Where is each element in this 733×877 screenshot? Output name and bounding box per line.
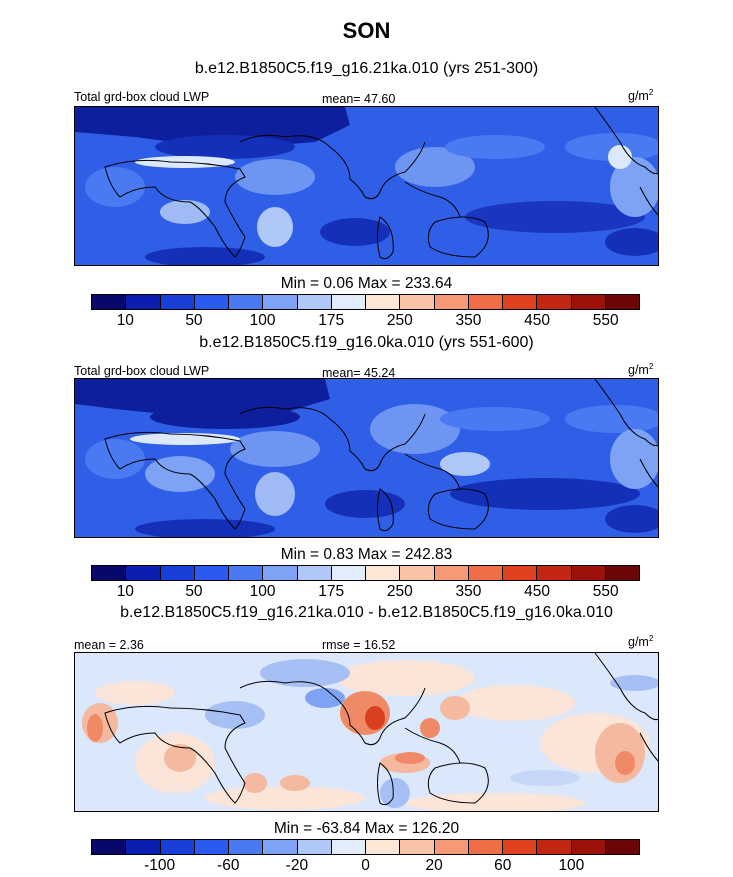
colorbar-tick-label: 10 — [116, 312, 134, 329]
panel3-subtitle: b.e12.B1850C5.f19_g16.21ka.010 - b.e12.B… — [120, 604, 613, 621]
colorbar-swatch — [605, 840, 639, 854]
colorbar-swatch — [434, 840, 469, 854]
colorbar-swatch — [263, 295, 298, 309]
colorbar-tick-label: 250 — [386, 312, 413, 329]
panel3-map — [74, 652, 659, 812]
panel3-units: g/m2 — [628, 634, 654, 650]
colorbar-swatch — [366, 566, 401, 580]
colorbar-swatch — [263, 840, 298, 854]
colorbar-swatch — [160, 295, 195, 309]
colorbar-tick-label: 100 — [558, 857, 585, 874]
colorbar-tick-label: -100 — [144, 857, 176, 874]
colorbar-swatch — [126, 295, 161, 309]
colorbar-swatch — [503, 295, 538, 309]
colorbar-swatch — [194, 295, 229, 309]
colorbar-tick-label: 100 — [249, 583, 276, 600]
colorbar-swatch — [571, 295, 606, 309]
colorbar-swatch — [434, 295, 469, 309]
colorbar-tick-label: 0 — [361, 857, 370, 874]
colorbar-swatch — [92, 840, 127, 854]
colorbar-tick-label: 50 — [185, 583, 203, 600]
colorbar-swatch — [571, 840, 606, 854]
colorbar-swatch — [229, 566, 264, 580]
panel1-units: g/m2 — [628, 88, 654, 104]
colorbar-swatch — [503, 566, 538, 580]
colorbar-swatch — [160, 566, 195, 580]
panel1-minmax: Min = 0.06 Max = 233.64 — [280, 275, 453, 292]
colorbar-tick-label: 250 — [386, 583, 413, 600]
colorbar-tick-label: 100 — [249, 312, 276, 329]
colorbar-tick-label: 350 — [455, 583, 482, 600]
panel1-variable-label: Total grd-box cloud LWP — [74, 90, 210, 104]
colorbar-swatch — [400, 840, 435, 854]
colorbar-swatch — [229, 840, 264, 854]
colorbar-tick-label: 550 — [592, 583, 619, 600]
colorbar-swatch — [297, 295, 332, 309]
colorbar-tick-label: 10 — [116, 583, 134, 600]
figure-title: SON — [342, 18, 391, 43]
colorbar-swatch — [468, 295, 503, 309]
panel2-colorbar — [91, 565, 640, 581]
panel2-variable-label: Total grd-box cloud LWP — [74, 364, 210, 378]
colorbar-swatch — [366, 840, 401, 854]
colorbar-swatch — [537, 566, 572, 580]
colorbar-swatch — [468, 840, 503, 854]
colorbar-tick-label: 175 — [318, 583, 345, 600]
colorbar-swatch — [503, 840, 538, 854]
panel1-colorbar — [91, 294, 640, 310]
colorbar-swatch — [297, 566, 332, 580]
panel2-units: g/m2 — [628, 362, 654, 378]
colorbar-swatch — [571, 566, 606, 580]
colorbar-swatch — [605, 566, 639, 580]
colorbar-swatch — [194, 840, 229, 854]
panel3-minmax: Min = -63.84 Max = 126.20 — [273, 820, 460, 837]
colorbar-tick-label: 450 — [524, 312, 550, 329]
panel1-mean-label: mean= 47.60 — [322, 92, 396, 106]
colorbar-swatch — [263, 566, 298, 580]
colorbar-tick-label: 50 — [185, 312, 203, 329]
panel3-mean-label: mean = 2.36 — [74, 638, 144, 652]
colorbar-swatch — [229, 295, 264, 309]
colorbar-tick-label: 550 — [592, 312, 619, 329]
colorbar-swatch — [468, 566, 503, 580]
colorbar-swatch — [126, 840, 161, 854]
panel1-map — [74, 106, 659, 266]
colorbar-swatch — [297, 840, 332, 854]
colorbar-tick-label: -20 — [285, 857, 309, 874]
panel3-rmse-label: rmse = 16.52 — [322, 638, 396, 652]
colorbar-tick-label: 350 — [455, 312, 482, 329]
colorbar-swatch — [434, 566, 469, 580]
colorbar-tick-label: 20 — [425, 857, 443, 874]
colorbar-swatch — [605, 295, 639, 309]
colorbar-tick-label: 450 — [524, 583, 550, 600]
colorbar-swatch — [194, 566, 229, 580]
colorbar-swatch — [366, 295, 401, 309]
panel1-subtitle: b.e12.B1850C5.f19_g16.21ka.010 (yrs 251-… — [194, 60, 539, 77]
panel3-colorbar — [91, 839, 640, 855]
panel2-subtitle: b.e12.B1850C5.f19_g16.0ka.010 (yrs 551-6… — [199, 334, 534, 351]
panel2-minmax: Min = 0.83 Max = 242.83 — [280, 546, 453, 563]
colorbar-swatch — [331, 840, 366, 854]
colorbar-tick-label: 60 — [494, 857, 512, 874]
colorbar-swatch — [331, 566, 366, 580]
colorbar-swatch — [537, 840, 572, 854]
colorbar-tick-label: -60 — [217, 857, 240, 874]
colorbar-swatch — [400, 566, 435, 580]
colorbar-swatch — [126, 566, 161, 580]
panel2-map — [74, 378, 659, 538]
colorbar-swatch — [160, 840, 195, 854]
colorbar-swatch — [92, 566, 127, 580]
colorbar-swatch — [400, 295, 435, 309]
colorbar-swatch — [92, 295, 127, 309]
colorbar-tick-label: 175 — [318, 312, 345, 329]
colorbar-swatch — [331, 295, 366, 309]
panel2-mean-label: mean= 45.24 — [322, 366, 396, 380]
colorbar-swatch — [537, 295, 572, 309]
